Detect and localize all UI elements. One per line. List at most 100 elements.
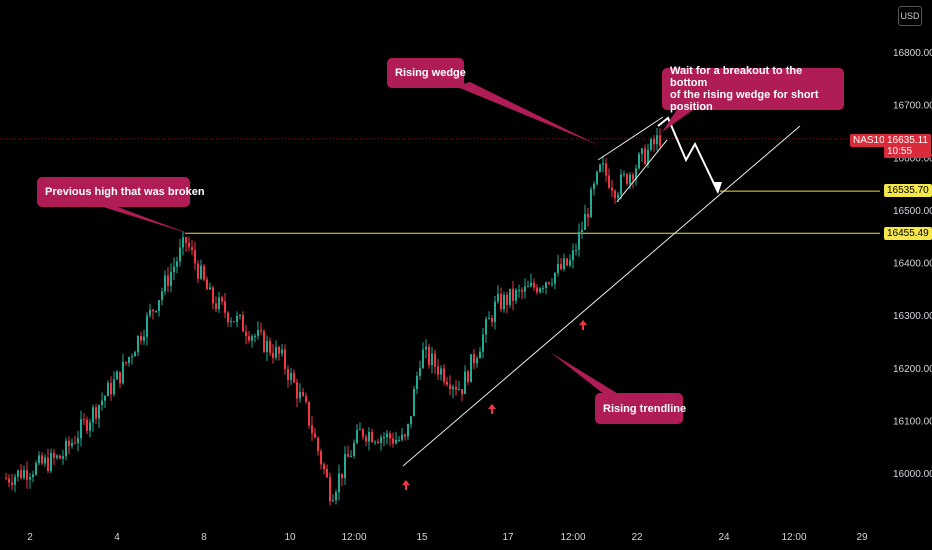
candle-body xyxy=(260,330,262,332)
candle-body xyxy=(446,381,448,385)
candle-body xyxy=(20,470,22,479)
candle-body xyxy=(428,346,430,366)
candle-body xyxy=(659,135,661,146)
candle-body xyxy=(281,349,283,354)
candle-body xyxy=(17,470,19,477)
candle-body xyxy=(611,187,613,191)
candle-body xyxy=(239,314,241,316)
annotation-breakout-line2: of the rising wedge for short position xyxy=(670,89,819,113)
candle-body xyxy=(407,424,409,437)
candle-body xyxy=(608,175,610,188)
candle-body xyxy=(458,389,460,391)
candle-body xyxy=(320,451,322,465)
candle-body xyxy=(434,353,436,367)
candle-body xyxy=(191,247,193,251)
candle-body xyxy=(233,321,235,323)
candle-body xyxy=(482,334,484,352)
candle-body xyxy=(656,135,658,145)
candle-body xyxy=(149,309,151,316)
candle-body xyxy=(221,297,223,302)
projection-arrowhead xyxy=(712,182,722,194)
candle-body xyxy=(302,391,304,396)
candle-body xyxy=(461,389,463,395)
candle-body xyxy=(293,373,295,383)
candle-body xyxy=(587,213,589,218)
candle-body xyxy=(524,286,526,292)
arrow-up-icon xyxy=(579,320,587,330)
annotation-rising-wedge-text: Rising wedge xyxy=(395,67,466,79)
candle-body xyxy=(137,335,139,353)
candle-body xyxy=(257,330,259,336)
candle-body xyxy=(365,436,367,442)
candle-body xyxy=(635,168,637,180)
countdown-value: 10:55 xyxy=(887,146,913,157)
candle-body xyxy=(77,438,79,444)
candle-body xyxy=(512,288,514,301)
candle-body xyxy=(596,171,598,184)
candle-body xyxy=(521,289,523,292)
x-tick-label: 17 xyxy=(502,532,514,543)
y-tick-label: 16500.00 xyxy=(893,206,932,217)
candle-body xyxy=(329,477,331,502)
candle-body xyxy=(341,473,343,478)
currency-button[interactable]: USD xyxy=(898,6,922,26)
y-tick-label: 16700.00 xyxy=(893,101,932,112)
candle-body xyxy=(179,247,181,262)
candle-body xyxy=(449,384,451,390)
candle-body xyxy=(35,463,37,475)
candle-body xyxy=(536,287,538,293)
candle-body xyxy=(488,317,490,320)
candle-body xyxy=(197,263,199,279)
candle-body xyxy=(542,287,544,289)
wedge-lower-line xyxy=(616,139,668,203)
candle-body xyxy=(413,388,415,417)
candle-body xyxy=(560,263,562,270)
candle-body xyxy=(83,419,85,421)
candle-body xyxy=(650,139,652,150)
annotation-breakout: Wait for a breakout to the bottom of the… xyxy=(662,65,844,113)
candle-body xyxy=(53,452,55,458)
x-tick-label: 10 xyxy=(284,532,296,543)
candle-body xyxy=(584,213,586,230)
candle-body xyxy=(632,174,634,180)
x-tick-label: 22 xyxy=(631,532,643,543)
candle-body xyxy=(131,356,133,358)
candle-body xyxy=(629,174,631,184)
candle-body xyxy=(509,288,511,305)
y-tick-label: 16000.00 xyxy=(893,469,932,480)
candle-body xyxy=(548,282,550,284)
candle-body xyxy=(401,434,403,440)
candle-body xyxy=(356,429,358,443)
candle-body xyxy=(251,336,253,341)
candle-body xyxy=(578,231,580,250)
candle-body xyxy=(599,164,601,172)
candle-body xyxy=(515,290,517,301)
candle-body xyxy=(299,391,301,399)
y-tick-label: 16200.00 xyxy=(893,364,932,375)
candle-body xyxy=(377,441,379,444)
candle-body xyxy=(98,405,100,419)
candle-body xyxy=(11,482,13,485)
candle-body xyxy=(416,375,418,389)
candle-body xyxy=(146,315,148,337)
annotation-previous-high: Previous high that was broken xyxy=(37,177,205,207)
annotation-rising-wedge: Rising wedge xyxy=(387,58,466,88)
candle-body xyxy=(638,154,640,169)
level-high-tag: 16535.70 xyxy=(884,184,932,197)
y-tick-label: 16600.00 xyxy=(893,153,932,164)
annotation-rising-trendline: Rising trendline xyxy=(595,393,686,424)
candle-body xyxy=(185,237,187,243)
candle-body xyxy=(116,371,118,380)
candle-body xyxy=(284,349,286,370)
candle-body xyxy=(566,258,568,266)
candle-body xyxy=(164,275,166,292)
candle-body xyxy=(455,386,457,390)
candle-body xyxy=(182,237,184,248)
candle-body xyxy=(494,301,496,323)
candle-body xyxy=(593,183,595,190)
candle-body xyxy=(128,357,130,364)
candle-body xyxy=(569,260,571,266)
current-price-value: 16635.11 xyxy=(887,135,928,146)
candle-body xyxy=(551,283,553,285)
